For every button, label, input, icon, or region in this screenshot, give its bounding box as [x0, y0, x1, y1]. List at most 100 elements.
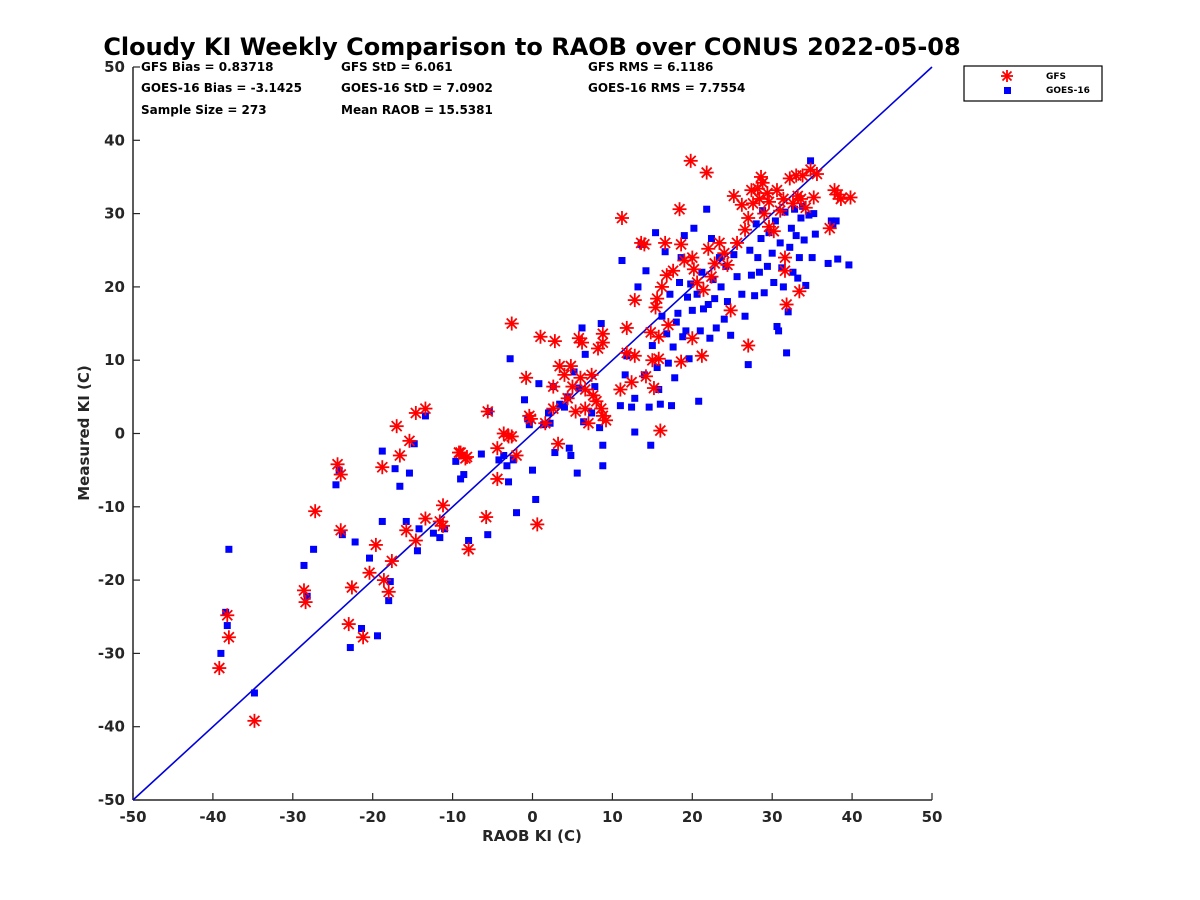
legend: GFS GOES-16 [963, 65, 1103, 102]
goes16-point [763, 262, 771, 270]
goes16-point [791, 205, 799, 213]
goes16-point [436, 534, 444, 542]
goes16-point [807, 157, 815, 165]
y-tick-label: 20 [104, 278, 125, 296]
goes16-point [704, 300, 712, 308]
gfs-point [822, 221, 837, 236]
gfs-point [344, 580, 359, 595]
goes16-point [760, 289, 768, 297]
goes16-point [776, 239, 784, 247]
gfs-point [613, 382, 628, 397]
gfs-point [651, 329, 666, 344]
gfs-point [308, 504, 323, 519]
goes16-point [802, 281, 810, 289]
y-axis-label: Measured KI (C) [75, 365, 93, 501]
chart-title: Cloudy KI Weekly Comparison to RAOB over… [103, 33, 960, 61]
gfs-point [523, 411, 538, 426]
x-tick-label: -20 [359, 808, 386, 826]
gfs-point [843, 190, 858, 205]
goes16-point [332, 481, 340, 489]
goes16-point [684, 293, 692, 301]
goes16-point [784, 308, 792, 316]
gfs-point [648, 300, 663, 315]
goes16-point [391, 465, 399, 473]
y-tick-label: 0 [115, 425, 125, 443]
goes16-point [661, 248, 669, 256]
goes16-point [396, 482, 404, 490]
gfs-point [247, 713, 262, 728]
goes16-point [775, 327, 783, 335]
stat-goes-bias: GOES-16 Bias = -3.1425 [141, 81, 302, 95]
y-tick-label: -50 [98, 791, 125, 809]
goes16-point [666, 290, 674, 298]
goes16-point [373, 632, 381, 640]
goes16-point [771, 217, 779, 225]
goes16-point [225, 545, 233, 553]
gfs-point [624, 375, 639, 390]
series-gfs [212, 153, 858, 728]
goes16-point [707, 235, 715, 243]
goes16-point [755, 268, 763, 276]
goes16-point [717, 283, 725, 291]
goes16-point [671, 374, 679, 382]
goes16-point [634, 283, 642, 291]
stat-goes-std: GOES-16 StD = 7.0902 [341, 81, 493, 95]
axis-ticks: -50 -40 -30 -20 -10 0 10 20 30 40 50 -50 -40 -30 -20 -1… [98, 58, 943, 826]
goes16-point [811, 230, 819, 238]
gfs-point [741, 210, 756, 225]
x-tick-label: 50 [922, 808, 943, 826]
goes16-point [656, 400, 664, 408]
gfs-point [704, 269, 719, 284]
goes16-point [346, 644, 354, 652]
goes16-point [698, 268, 706, 276]
gfs-point [530, 517, 545, 532]
goes16-point [588, 409, 596, 417]
goes16-point [779, 283, 787, 291]
gfs-point [573, 370, 588, 385]
goes16-point [653, 364, 661, 372]
goes16-point [477, 450, 485, 458]
goes16-point [783, 349, 791, 357]
gfs-point [734, 197, 749, 212]
goes16-point [503, 462, 511, 470]
gfs-point [402, 433, 417, 448]
goes16-point [647, 441, 655, 449]
gfs-point [738, 222, 753, 237]
y-tick-label: -20 [98, 571, 125, 589]
goes16-point [385, 597, 393, 605]
gfs-point [726, 189, 741, 204]
goes16-point [676, 279, 684, 287]
goes16-point [578, 324, 586, 332]
goes16-point [754, 254, 762, 262]
goes16-point [581, 350, 589, 358]
gfs-point [595, 335, 610, 350]
gfs-point [381, 584, 396, 599]
goes16-point [664, 359, 672, 367]
gfs-point [333, 467, 348, 482]
gfs-point [418, 401, 433, 416]
goes16-point [727, 331, 735, 339]
goes16-point [599, 462, 607, 470]
gfs-point [578, 401, 593, 416]
goes16-point [335, 466, 343, 474]
gfs-point [504, 429, 519, 444]
goes16-point [711, 295, 719, 303]
y-tick-label: 10 [104, 351, 125, 369]
goes16-point [513, 509, 521, 517]
gfs-point [560, 391, 575, 406]
goes16-point [792, 232, 800, 240]
gfs-point [538, 416, 553, 431]
goes16-point [405, 469, 413, 477]
gfs-point [696, 282, 711, 297]
gfs-point [461, 542, 476, 557]
goes16-point [452, 457, 460, 465]
stat-gfs-bias: GFS Bias = 0.83718 [141, 60, 273, 74]
x-axis-label: RAOB KI (C) [482, 827, 582, 845]
goes16-point [310, 545, 318, 553]
goes16-point [699, 305, 707, 313]
gfs-point [551, 436, 566, 451]
gfs-point [368, 537, 383, 552]
goes16-point [413, 547, 421, 555]
gfs-point [408, 533, 423, 548]
goes16-point [690, 224, 698, 232]
